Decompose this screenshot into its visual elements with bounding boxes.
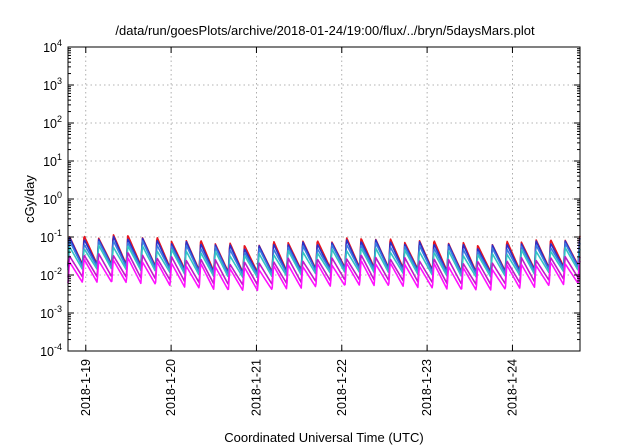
x-tick-label: 2018-1-23 bbox=[420, 359, 434, 416]
chart-title: /data/run/goesPlots/archive/2018-01-24/1… bbox=[115, 23, 535, 38]
x-axis: 2018-1-19 2018-1-20 2018-1-21 2018-1-22 2018… bbox=[79, 47, 519, 416]
y-tick-label: 103 bbox=[43, 76, 62, 93]
series-line-5 bbox=[67, 252, 581, 286]
y-tick-label: 10-1 bbox=[40, 228, 62, 245]
x-axis-label: Coordinated Universal Time (UTC) bbox=[224, 430, 423, 445]
y-tick-label: 101 bbox=[43, 152, 62, 169]
y-tick-label: 10-4 bbox=[40, 342, 62, 359]
series-line-4 bbox=[67, 244, 581, 279]
x-tick-label: 2018-1-24 bbox=[505, 359, 519, 416]
grid-lines bbox=[68, 47, 580, 351]
y-tick-label: 10-3 bbox=[40, 304, 62, 321]
y-axis-label: cGy/day bbox=[22, 175, 37, 223]
x-tick-label: 2018-1-21 bbox=[249, 359, 263, 416]
y-tick-label: 10-2 bbox=[40, 266, 62, 283]
series-line-3 bbox=[67, 240, 581, 276]
series-line-6 bbox=[67, 257, 581, 292]
x-tick-label: 2018-1-22 bbox=[335, 359, 349, 416]
y-tick-label: 102 bbox=[43, 114, 62, 131]
y-tick-label: 104 bbox=[43, 38, 62, 55]
x-tick-label: 2018-1-20 bbox=[164, 359, 178, 416]
y-axis: 10-4 10-3 10-2 10-1 100 101 102 103 104 bbox=[40, 38, 580, 359]
y-tick-label: 100 bbox=[43, 190, 62, 207]
x-tick-label: 2018-1-19 bbox=[79, 359, 93, 416]
series-group bbox=[67, 234, 581, 292]
